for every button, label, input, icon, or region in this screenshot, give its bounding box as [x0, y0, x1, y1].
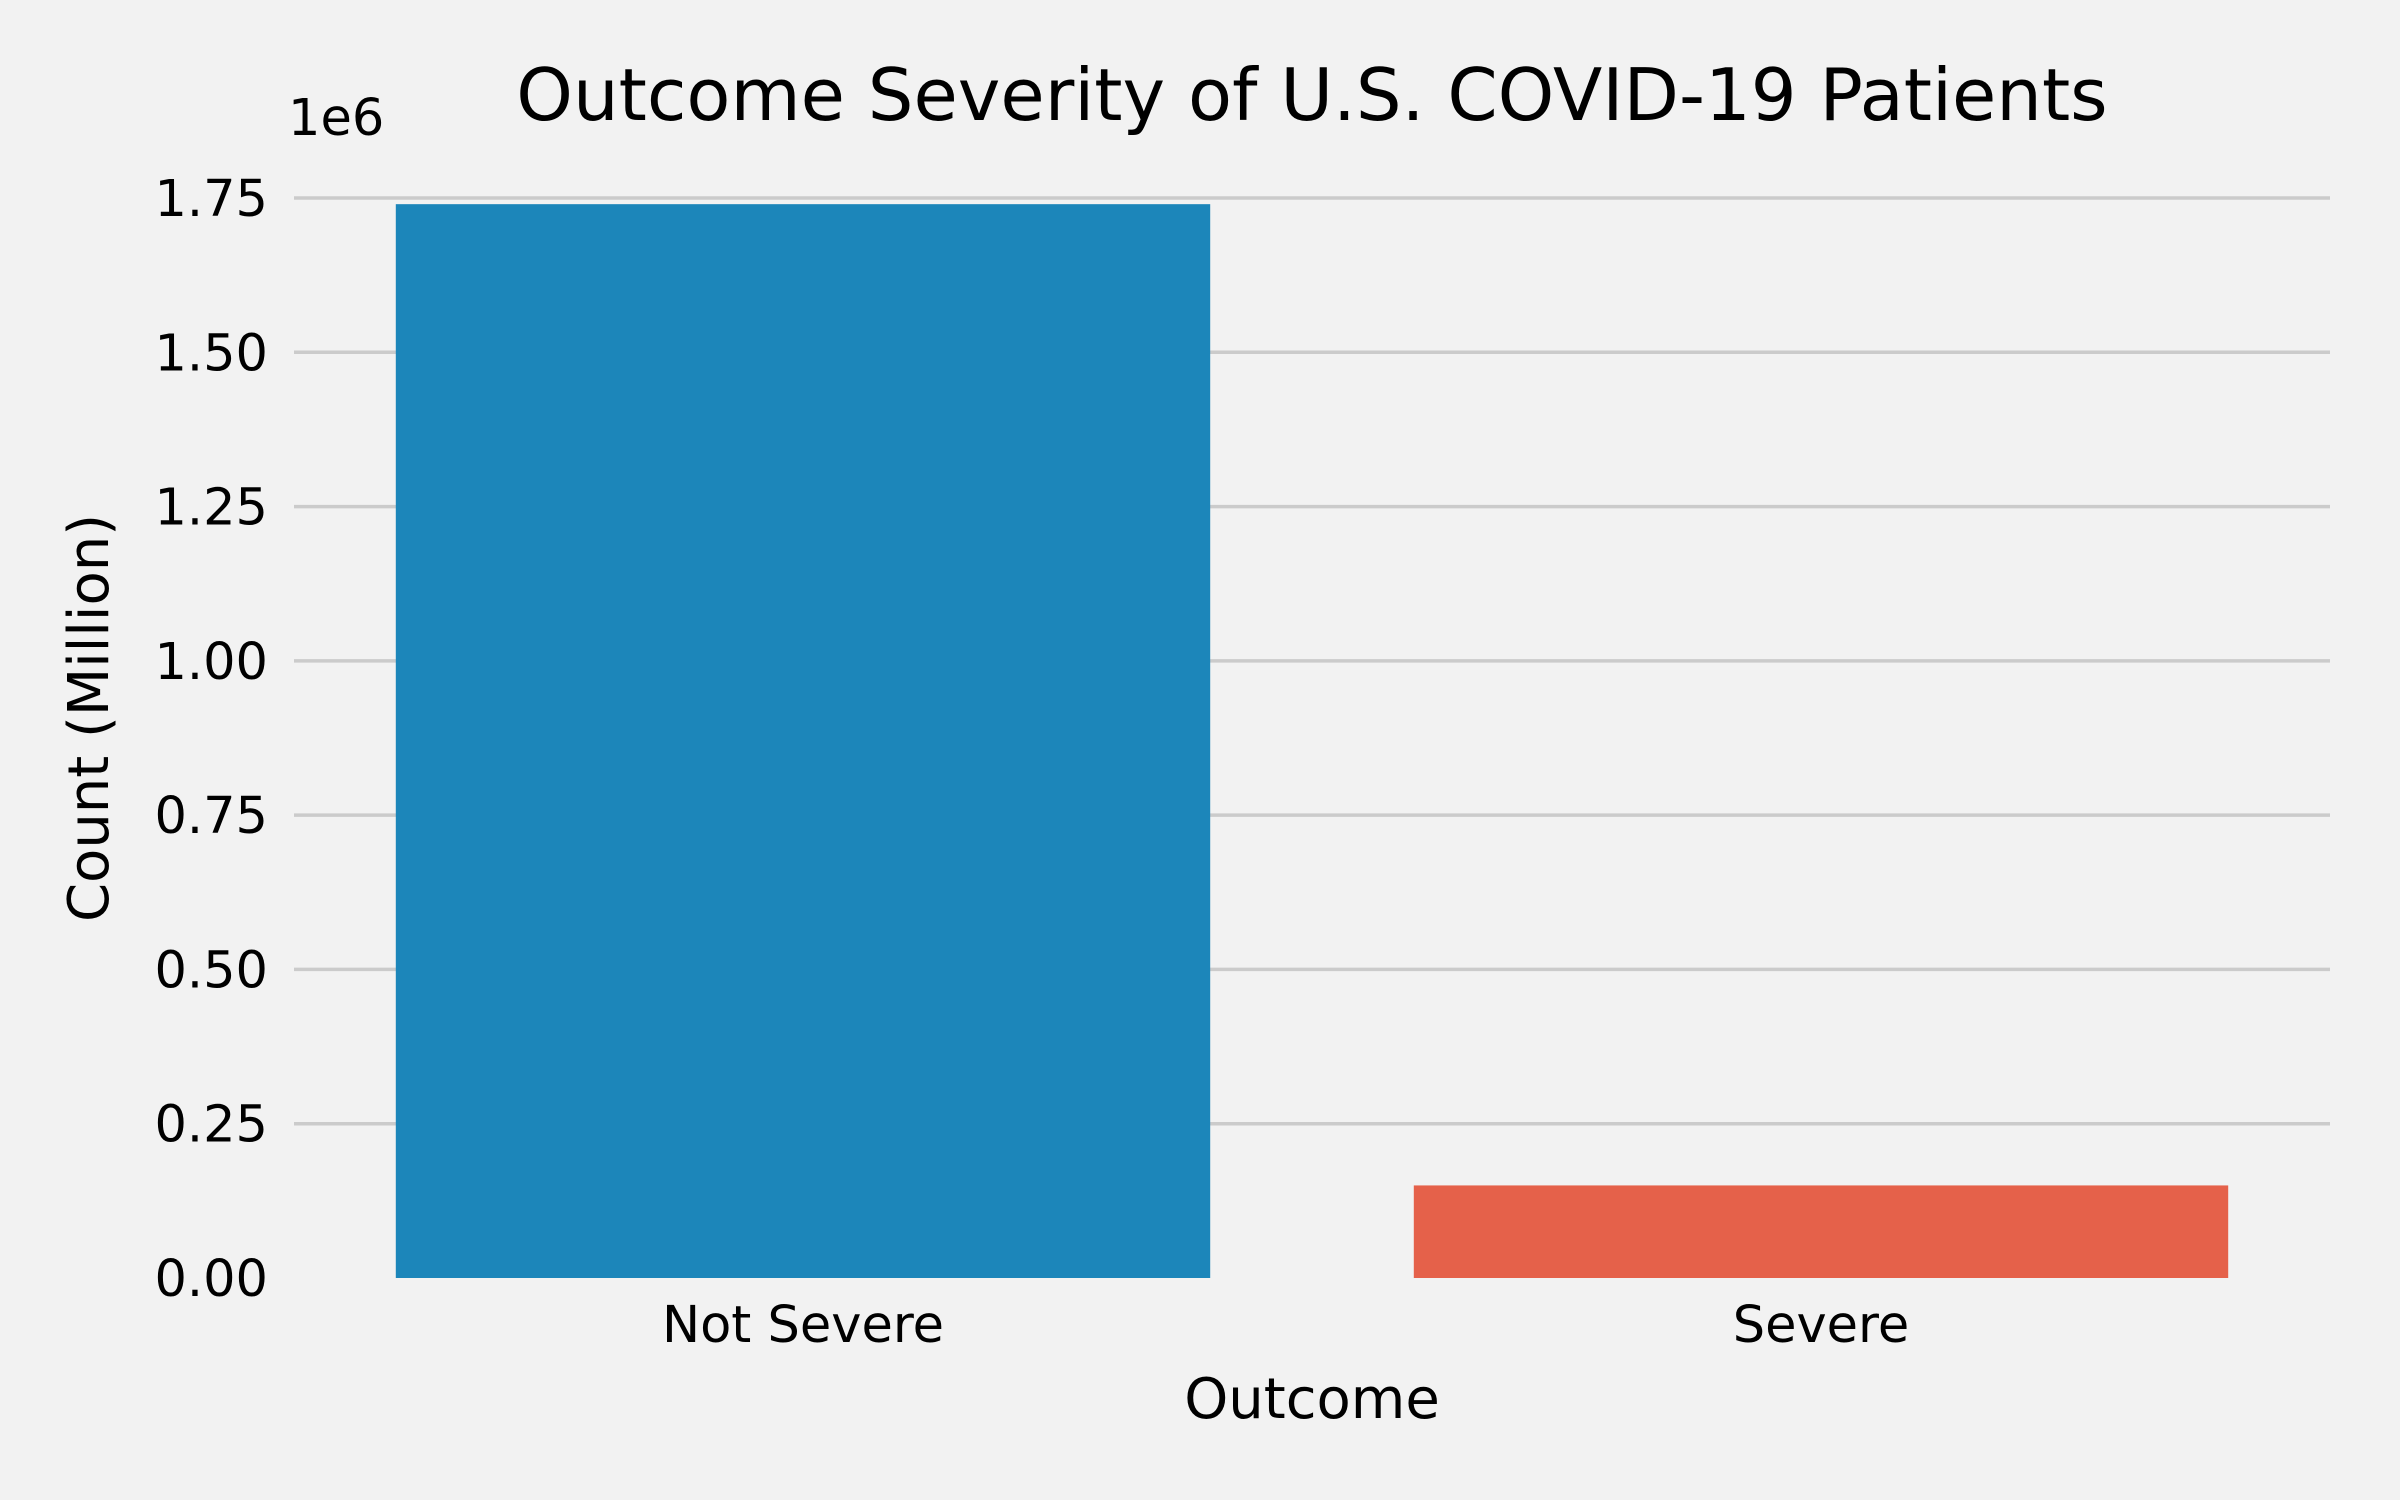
bars: [395, 204, 2229, 1279]
bar-not-severe: [395, 204, 1211, 1279]
y-tick-labels: 0.00 0.25 0.50 0.75 1.00 1.25 1.50 1.75: [154, 170, 268, 1309]
y-tick-label: 0.50: [154, 941, 268, 1000]
y-tick-label: 0.25: [154, 1096, 268, 1155]
y-axis-offset-text: 1e6: [288, 89, 384, 148]
y-tick-label: 0.75: [154, 787, 268, 846]
y-axis-label: Count (Million): [57, 514, 122, 922]
y-tick-label: 1.00: [154, 633, 268, 692]
x-tick-labels: Not Severe Severe: [662, 1296, 1909, 1355]
bar-severe: [1413, 1185, 2229, 1278]
y-tick-label: 1.25: [154, 479, 268, 538]
x-axis-label: Outcome: [1184, 1367, 1440, 1432]
y-tick-label: 1.75: [154, 170, 268, 229]
y-tick-label: 0.00: [154, 1250, 268, 1309]
x-tick-label: Not Severe: [662, 1296, 944, 1355]
x-tick-label: Severe: [1733, 1296, 1910, 1355]
y-tick-label: 1.50: [154, 324, 268, 383]
chart-title: Outcome Severity of U.S. COVID-19 Patien…: [516, 53, 2107, 137]
